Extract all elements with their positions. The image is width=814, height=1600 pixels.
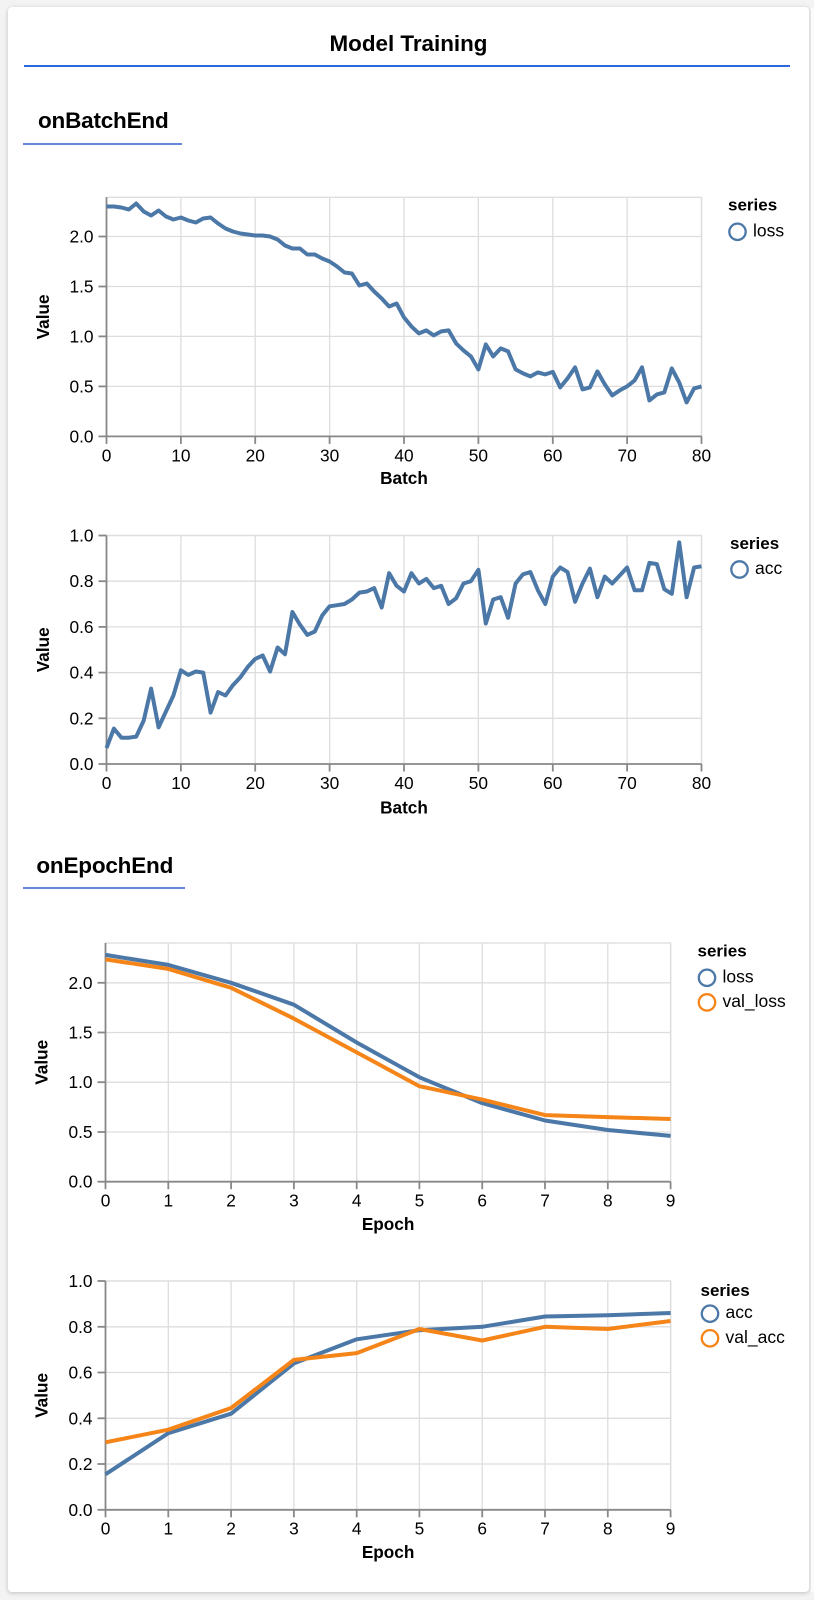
svg-text:1: 1 — [163, 1190, 173, 1210]
svg-text:60: 60 — [543, 445, 562, 465]
svg-text:val_loss: val_loss — [723, 991, 786, 1012]
svg-text:0.6: 0.6 — [69, 617, 93, 637]
svg-text:10: 10 — [171, 445, 190, 465]
svg-text:1: 1 — [163, 1519, 173, 1539]
svg-text:6: 6 — [477, 1190, 487, 1210]
svg-text:0: 0 — [101, 1190, 111, 1210]
svg-text:0: 0 — [101, 1519, 111, 1539]
svg-text:loss: loss — [723, 966, 754, 986]
svg-text:loss: loss — [753, 220, 784, 240]
svg-text:7: 7 — [540, 1190, 550, 1210]
svg-text:40: 40 — [394, 773, 413, 793]
svg-text:1.5: 1.5 — [68, 1023, 92, 1043]
svg-text:0.4: 0.4 — [68, 1408, 92, 1428]
svg-text:series: series — [698, 941, 747, 960]
svg-text:Batch: Batch — [380, 798, 428, 818]
svg-text:8: 8 — [603, 1190, 613, 1210]
svg-text:4: 4 — [352, 1519, 362, 1539]
svg-text:series: series — [728, 196, 777, 215]
svg-text:50: 50 — [469, 773, 488, 793]
svg-text:Batch: Batch — [380, 468, 428, 488]
svg-text:0.2: 0.2 — [69, 708, 93, 728]
svg-text:30: 30 — [320, 773, 339, 793]
svg-text:Value: Value — [33, 627, 53, 672]
svg-text:0.5: 0.5 — [69, 376, 93, 396]
svg-text:7: 7 — [540, 1519, 550, 1539]
svg-text:3: 3 — [289, 1519, 299, 1539]
svg-text:50: 50 — [469, 445, 488, 465]
svg-text:1.0: 1.0 — [68, 1271, 92, 1291]
svg-text:series: series — [701, 1281, 750, 1300]
svg-text:Value: Value — [32, 1040, 52, 1085]
svg-text:1.5: 1.5 — [69, 277, 93, 297]
svg-text:Epoch: Epoch — [362, 1542, 415, 1562]
svg-text:2: 2 — [226, 1190, 236, 1210]
svg-text:acc: acc — [726, 1302, 753, 1322]
svg-text:6: 6 — [477, 1519, 487, 1539]
svg-text:Value: Value — [32, 1373, 52, 1418]
svg-text:2: 2 — [226, 1519, 236, 1539]
svg-text:3: 3 — [289, 1190, 299, 1210]
svg-text:9: 9 — [666, 1519, 676, 1539]
svg-text:0.8: 0.8 — [69, 571, 93, 591]
svg-text:5: 5 — [415, 1519, 425, 1539]
svg-text:4: 4 — [352, 1190, 362, 1210]
svg-text:5: 5 — [415, 1190, 425, 1210]
svg-text:40: 40 — [394, 445, 413, 465]
svg-text:0.6: 0.6 — [68, 1363, 92, 1383]
svg-text:series: series — [730, 534, 779, 553]
svg-text:1.0: 1.0 — [68, 1072, 92, 1092]
svg-text:80: 80 — [692, 445, 711, 465]
svg-text:2.0: 2.0 — [69, 227, 93, 247]
svg-text:0.0: 0.0 — [69, 754, 93, 774]
svg-text:2.0: 2.0 — [68, 973, 92, 993]
svg-text:20: 20 — [246, 445, 265, 465]
svg-text:0: 0 — [102, 773, 112, 793]
svg-text:80: 80 — [692, 773, 711, 793]
svg-text:70: 70 — [617, 773, 636, 793]
svg-text:70: 70 — [617, 445, 636, 465]
svg-text:0.4: 0.4 — [69, 663, 93, 683]
svg-text:Epoch: Epoch — [362, 1214, 415, 1234]
svg-text:0.5: 0.5 — [68, 1122, 92, 1142]
svg-text:20: 20 — [246, 773, 265, 793]
svg-text:0: 0 — [102, 445, 112, 465]
svg-text:10: 10 — [171, 773, 190, 793]
svg-text:60: 60 — [543, 773, 562, 793]
svg-text:0.2: 0.2 — [68, 1454, 92, 1474]
svg-text:9: 9 — [666, 1190, 676, 1210]
svg-text:1.0: 1.0 — [69, 526, 93, 546]
svg-text:0.8: 0.8 — [68, 1317, 92, 1337]
svg-text:Value: Value — [33, 294, 53, 339]
svg-text:0.0: 0.0 — [69, 426, 93, 446]
svg-text:0.0: 0.0 — [68, 1500, 92, 1520]
svg-text:1.0: 1.0 — [69, 326, 93, 346]
svg-text:0.0: 0.0 — [68, 1172, 92, 1192]
svg-text:8: 8 — [603, 1519, 613, 1539]
svg-text:val_acc: val_acc — [726, 1327, 786, 1348]
svg-text:acc: acc — [755, 558, 782, 578]
svg-text:30: 30 — [320, 445, 339, 465]
